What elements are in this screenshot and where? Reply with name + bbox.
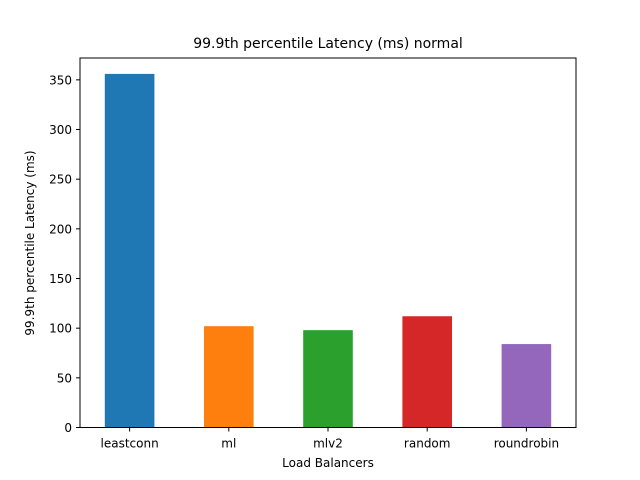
bar-leastconn [104,73,155,428]
bar-roundrobin [501,344,552,428]
x-axis-label: Load Balancers [282,456,374,470]
chart-title: 99.9th percentile Latency (ms) normal [193,36,463,52]
x-tick-label: roundrobin [494,437,559,451]
bars-group [104,73,552,428]
y-tick-label: 50 [57,371,72,385]
y-tick-label: 350 [49,73,72,87]
y-axis-ticks: 0 50 100 150 200 250 300 350 [49,73,80,435]
x-tick-label: mlv2 [313,437,343,451]
bar-random [402,316,452,428]
bar-ml [204,326,254,428]
y-axis-label: 99.9th percentile Latency (ms) [23,150,37,335]
y-tick-label: 200 [49,222,72,236]
y-tick-label: 150 [49,272,72,286]
plot-frame [79,57,577,428]
x-axis-ticks: leastconn ml mlv2 random roundrobin [101,427,559,451]
y-tick-label: 300 [49,123,72,137]
x-tick-label: random [404,437,451,451]
x-tick-label: ml [221,437,236,451]
y-tick-label: 100 [49,322,72,336]
y-tick-label: 0 [64,421,72,435]
x-tick-label: leastconn [101,437,159,451]
y-tick-label: 250 [49,173,72,187]
bar-mlv2 [303,330,353,428]
